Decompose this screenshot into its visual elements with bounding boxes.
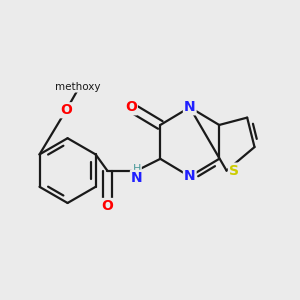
Text: H: H <box>133 164 141 174</box>
Text: O: O <box>101 199 113 213</box>
Text: O: O <box>60 103 72 117</box>
Text: methoxy: methoxy <box>55 82 100 92</box>
Text: O: O <box>125 100 137 114</box>
Text: N: N <box>131 171 142 185</box>
Text: N: N <box>184 100 196 114</box>
Text: N: N <box>184 169 196 184</box>
Text: S: S <box>229 164 239 178</box>
